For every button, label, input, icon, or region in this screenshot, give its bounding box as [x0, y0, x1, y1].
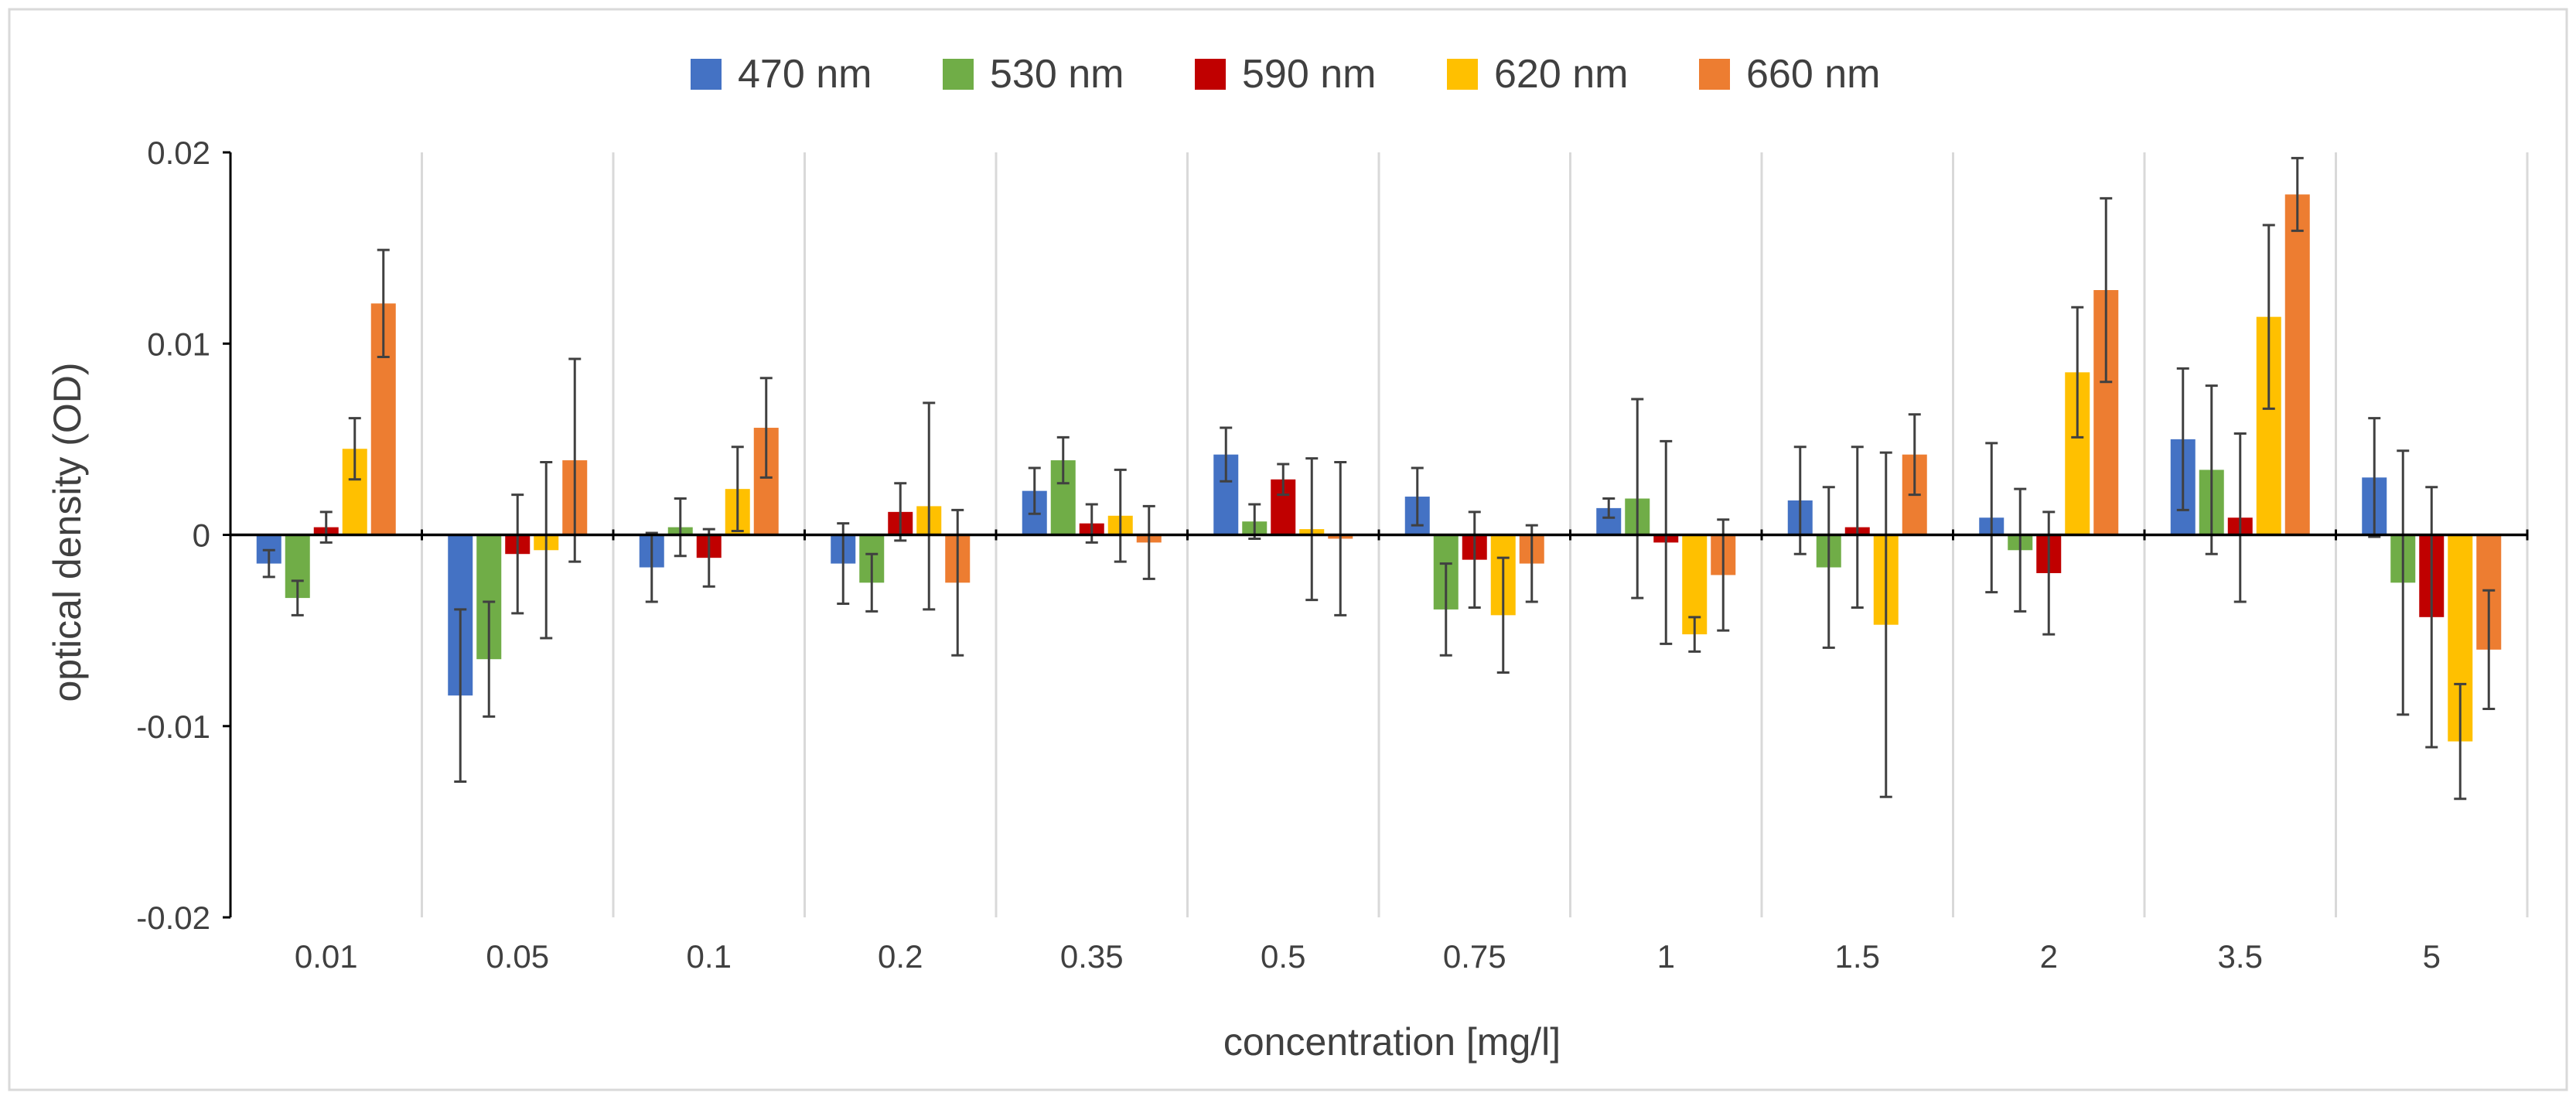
legend-label: 590 nm	[1242, 52, 1376, 97]
y-tick-labels: -0.02 -0.01 0 0.01 0.02	[136, 135, 210, 936]
axes	[223, 151, 2529, 919]
legend-swatch	[1699, 59, 1730, 90]
legend-swatch	[691, 59, 722, 90]
y-tick-label: 0.01	[147, 326, 210, 362]
x-tick-label: 5	[2423, 938, 2441, 975]
legend: 470 nm 530 nm 590 nm 620 nm 660 nm	[691, 52, 1880, 97]
x-tick-label: 0.01	[295, 938, 358, 975]
legend-swatch	[1447, 59, 1478, 90]
chart-border	[8, 8, 2568, 1091]
y-tick-label: -0.02	[136, 900, 210, 936]
legend-label: 470 nm	[738, 52, 872, 97]
bar	[2284, 194, 2310, 535]
x-tick-label: 1.5	[1835, 938, 1880, 975]
x-tick-label: 1	[1657, 938, 1675, 975]
legend-label: 660 nm	[1746, 52, 1880, 97]
error-bars	[262, 156, 2496, 801]
y-tick-label: 0	[193, 517, 210, 554]
x-tick-label: 0.75	[1443, 938, 1506, 975]
y-axis-title: optical density (OD)	[46, 362, 89, 702]
x-tick-labels: 0.01 0.05 0.1 0.2 0.35 0.5 0.75 1 1.5 2 3.5 5	[295, 938, 2441, 975]
x-tick-label: 0.05	[486, 938, 549, 975]
y-tick-label: -0.01	[136, 709, 210, 745]
legend-label: 530 nm	[990, 52, 1124, 97]
legend-swatch	[943, 59, 974, 90]
x-tick-label: 0.5	[1261, 938, 1305, 975]
x-tick-label: 0.2	[878, 938, 923, 975]
x-tick-label: 3.5	[2218, 938, 2263, 975]
x-tick-label: 0.35	[1060, 938, 1124, 975]
x-tick-label: 2	[2040, 938, 2058, 975]
legend-swatch	[1195, 59, 1226, 90]
x-axis-title: concentration [mg/l]	[1223, 1020, 1561, 1064]
x-tick-label: 0.1	[687, 938, 732, 975]
y-tick-label: 0.02	[147, 135, 210, 171]
legend-label: 620 nm	[1494, 52, 1628, 97]
